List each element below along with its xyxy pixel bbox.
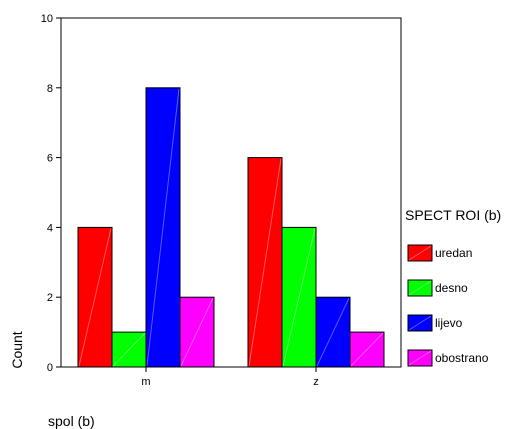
bar-sheen <box>180 297 214 367</box>
legend-swatch-sheen <box>408 350 432 366</box>
legend-swatch-sheen <box>408 315 432 331</box>
bar-sheen <box>316 297 350 367</box>
bar-sheen <box>78 228 112 367</box>
legend-swatch-sheen <box>408 245 432 261</box>
bars-group <box>77 87 385 368</box>
bar-obostrano-z <box>349 331 385 368</box>
bar-desno-z <box>281 226 317 368</box>
x-axis-title: spol (b) <box>48 413 95 429</box>
y-axis-title: Count <box>9 331 25 368</box>
legend-swatch-uredan <box>407 244 433 262</box>
legend: uredan desno lijevo obostrano <box>407 244 489 367</box>
y-tick-label: 2 <box>47 292 53 304</box>
x-tick-label: z <box>313 376 319 388</box>
legend-title: SPECT ROI (b) <box>405 207 501 223</box>
y-tick-label: 4 <box>47 222 53 234</box>
legend-swatch-sheen <box>408 280 432 296</box>
plot-frame <box>60 17 402 368</box>
y-tick-label: 8 <box>47 83 53 95</box>
legend-swatch-obostrano <box>407 349 433 367</box>
bar-lijevo-m <box>145 87 181 368</box>
x-tick-label: m <box>141 376 150 388</box>
legend-label-uredan: uredan <box>435 246 472 260</box>
bar-lijevo-z <box>315 296 351 368</box>
y-tick-label: 10 <box>41 13 53 25</box>
legend-swatch-lijevo <box>407 314 433 332</box>
y-tick-label: 0 <box>47 362 53 374</box>
legend-label-lijevo: lijevo <box>435 316 463 330</box>
bar-uredan-z <box>247 157 283 368</box>
bar-sheen <box>350 332 384 367</box>
bar-uredan-m <box>77 226 113 368</box>
y-tick-label: 6 <box>47 153 53 165</box>
bar-sheen <box>282 228 316 367</box>
bar-sheen <box>146 88 180 367</box>
bar-desno-m <box>111 331 147 368</box>
legend-label-obostrano: obostrano <box>435 351 489 365</box>
bar-sheen <box>248 158 282 367</box>
legend-swatch-desno <box>407 279 433 297</box>
bar-sheen <box>112 332 146 367</box>
y-axis-ticks: 0 2 4 6 8 10 <box>41 13 61 374</box>
legend-label-desno: desno <box>435 281 468 295</box>
